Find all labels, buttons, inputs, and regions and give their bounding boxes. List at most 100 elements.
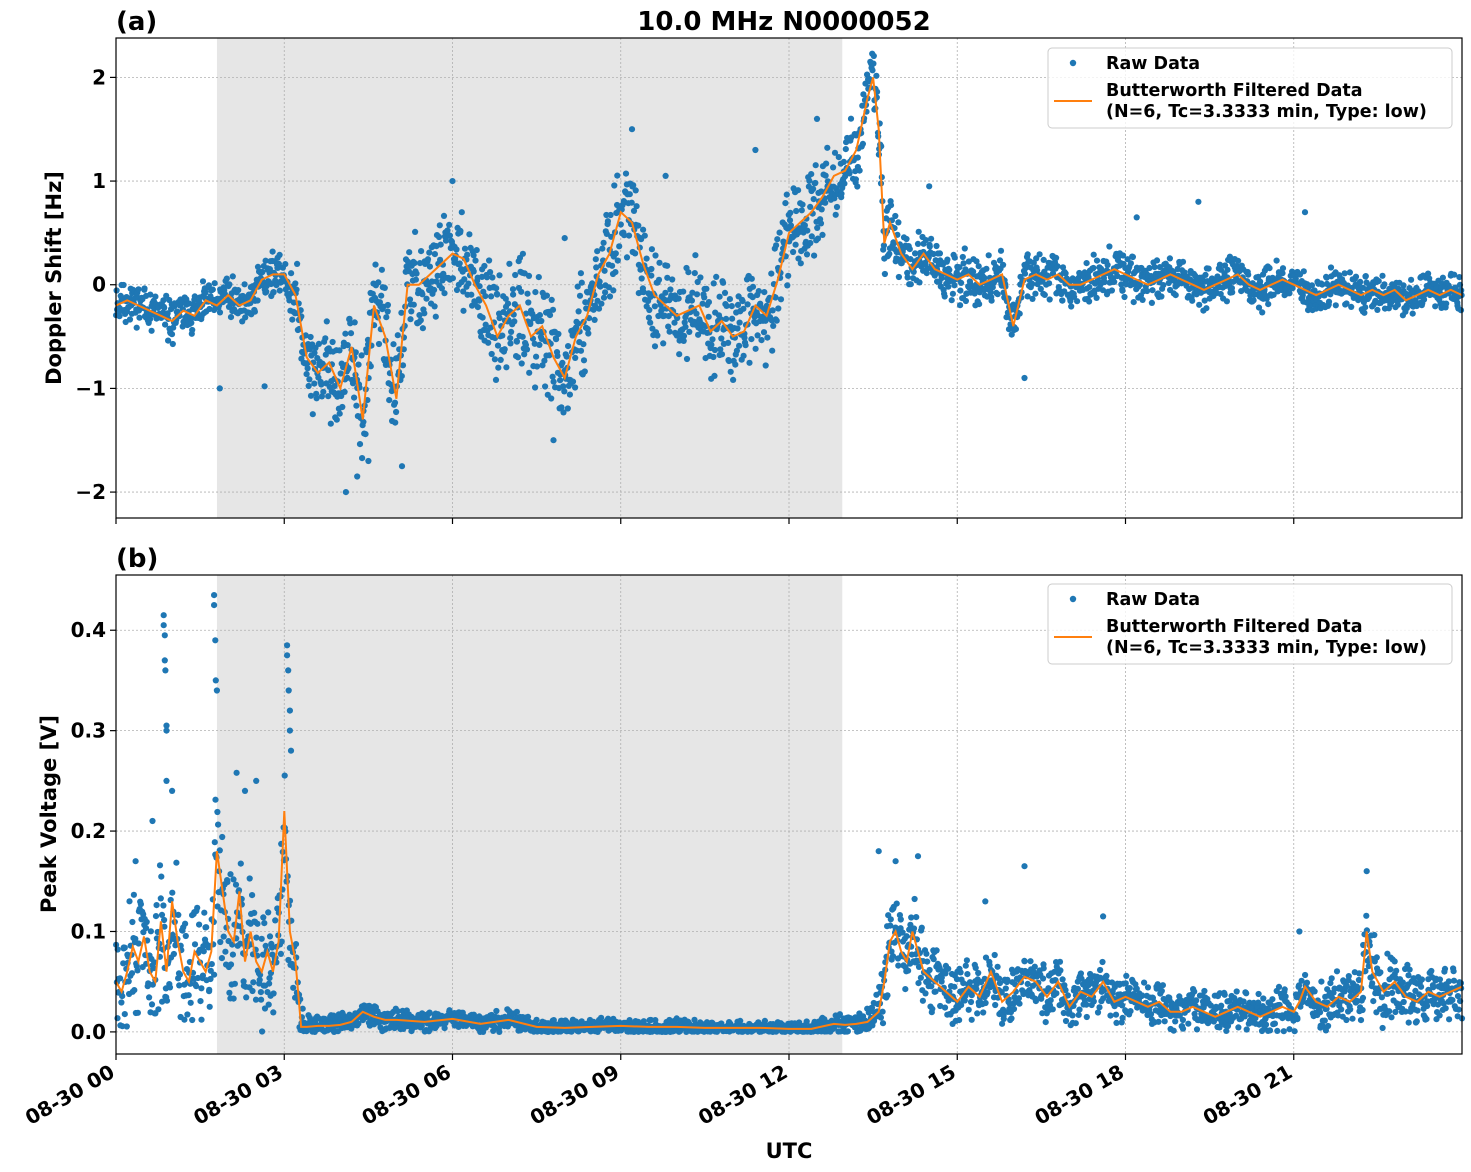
raw-data-point [818,188,825,195]
raw-data-point [513,1008,521,1015]
raw-data-point [777,296,785,303]
raw-data-point [123,1023,130,1030]
raw-data-point [869,67,876,74]
raw-data-point [118,999,125,1006]
raw-data-point [482,321,489,328]
raw-data-point [135,940,142,947]
raw-data-point [606,293,614,300]
raw-data-point [1127,1008,1134,1015]
raw-data-point [665,323,672,330]
raw-data-point [693,291,701,298]
raw-data-point [416,312,423,319]
raw-data-point [856,167,863,174]
raw-data-point [1062,1017,1070,1025]
raw-data-point [478,273,485,280]
raw-data-point [968,1016,975,1023]
raw-data-point [804,227,811,234]
raw-data-point [1298,977,1305,984]
raw-data-point [424,256,432,263]
raw-data-point [363,349,370,356]
raw-data-outlier [561,235,568,242]
raw-data-point [913,914,920,921]
raw-data-point [1221,991,1228,998]
raw-data-point [276,287,283,294]
raw-data-point [705,313,712,320]
raw-data-point [211,280,218,287]
raw-data-point [474,304,481,311]
raw-data-point [355,1020,362,1027]
raw-data-point [1457,307,1465,314]
raw-data-point [887,202,895,209]
raw-data-point [844,1028,852,1035]
raw-data-point [1381,281,1388,288]
raw-data-point [487,324,494,331]
raw-data-point [1243,1026,1250,1033]
raw-data-point [121,944,128,951]
raw-data-point [143,918,150,926]
raw-data-point [676,351,683,358]
raw-data-point [1021,270,1029,277]
raw-data-point [399,362,407,369]
raw-data-point [170,324,177,331]
raw-data-point [734,325,741,332]
raw-data-point [748,336,755,343]
panel-a-legend-raw-label: Raw Data [1106,54,1200,74]
raw-data-point [716,293,723,300]
raw-data-outlier [398,463,406,470]
raw-data-point [292,280,299,287]
raw-data-point [915,228,922,235]
raw-data-point [983,265,990,272]
raw-data-point [854,154,861,161]
panel-a-legend-raw-marker [1069,59,1077,67]
raw-data-point [351,394,358,401]
raw-data-point [169,931,176,939]
raw-data-point [460,307,467,314]
raw-data-point [1193,1026,1201,1033]
raw-data-point [630,182,637,189]
raw-data-point [1108,287,1115,294]
raw-data-point [773,242,780,249]
raw-data-point [787,209,794,216]
raw-data-point [344,374,351,381]
raw-data-point [227,961,235,968]
raw-data-outlier [1195,198,1202,205]
raw-data-point [951,282,958,289]
raw-data-outlier [662,172,669,179]
raw-data-point [915,963,923,971]
raw-data-point [309,411,316,418]
raw-data-point [519,250,527,257]
raw-data-outlier [261,383,268,390]
raw-data-point [134,967,141,974]
raw-data-point [522,1026,529,1033]
raw-data-point [137,901,144,908]
raw-data-point [1015,995,1023,1002]
raw-data-point [1255,304,1263,311]
raw-data-point [141,285,148,292]
raw-data-point [1260,995,1267,1002]
raw-data-point [980,1009,987,1016]
raw-data-point [1294,1016,1301,1023]
raw-data-point [523,310,530,317]
raw-data-point [918,924,925,931]
raw-data-point [1090,998,1097,1005]
raw-data-point [251,909,258,917]
raw-data-point [142,925,150,932]
raw-data-point [1130,299,1137,306]
raw-data-point [938,275,945,282]
raw-data-point [351,319,358,326]
raw-data-point [923,270,930,277]
raw-data-point [754,332,761,339]
y-tick-label: −1 [75,376,106,400]
raw-data-point [569,378,577,385]
raw-data-point [1141,979,1148,986]
raw-data-point [746,359,753,366]
raw-data-point [1325,298,1333,305]
raw-data-point [951,983,958,990]
raw-data-point [782,200,789,207]
raw-data-point [904,274,911,281]
raw-data-point [924,958,931,965]
raw-data-point [1458,287,1465,294]
raw-data-point [597,283,604,290]
raw-data-point [647,1016,655,1024]
